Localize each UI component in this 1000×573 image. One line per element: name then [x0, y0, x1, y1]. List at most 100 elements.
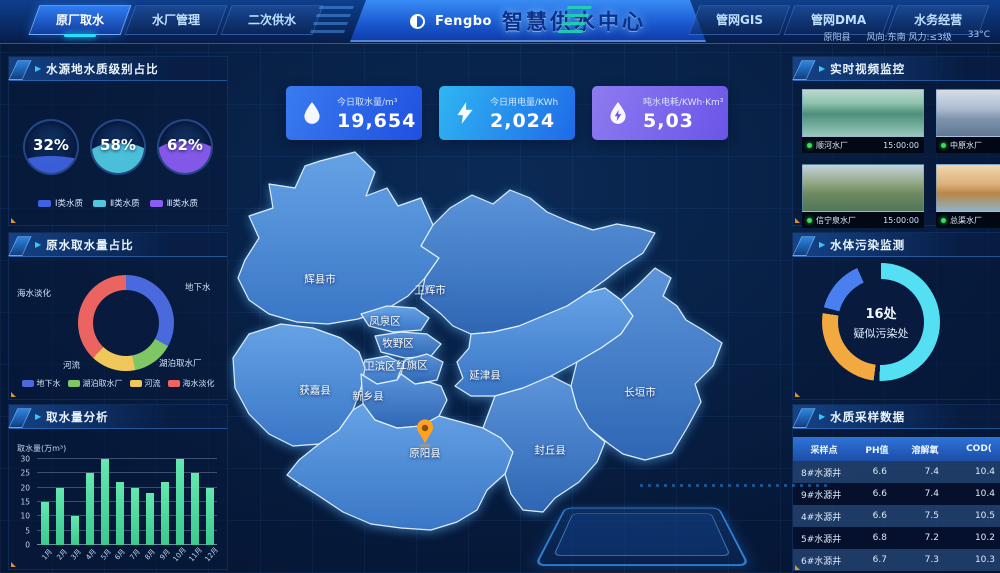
kpi-cards: 今日取水量/m³ 19,654 今日用电量/KWh 2,024 吨水电耗/KWh…: [286, 86, 728, 140]
bar: [112, 459, 127, 545]
camera-thumbnail: [936, 89, 1000, 137]
legend-label: 河流: [144, 379, 161, 388]
camera-thumbnail: [802, 89, 924, 137]
tab-pipe-dma[interactable]: 管网DMA: [789, 5, 888, 35]
bar: [97, 459, 112, 545]
tab-plant-management[interactable]: 水厂管理: [130, 5, 222, 35]
top-nav-bar: 原厂取水 水厂管理 二次供水 Fengbo 智慧供水中心 管网GIS 管网DMA…: [0, 0, 1000, 44]
sampling-table: 采样点PH值溶解氧COD(氨氮8#水源井6.67.410.40.49#水源井6.…: [793, 437, 1000, 573]
panel-title: 水源地水质级别占比: [46, 61, 159, 76]
y-axis-label: 取水量(万m³): [17, 444, 67, 453]
legend-label: 海水淡化: [182, 379, 215, 388]
bar: [142, 459, 157, 545]
camera-time: 15:00:00: [883, 215, 919, 225]
bar: [82, 459, 97, 545]
nav-left: 原厂取水 水厂管理 二次供水: [34, 5, 322, 35]
legend-swatch: [67, 380, 80, 387]
panel-water-quality: 水源地水质级别占比 32% 58% 62% Ⅰ类水质 Ⅱ类水质 Ⅲ类水质: [8, 56, 228, 226]
panel-arrow-icon: [35, 412, 41, 421]
location-pin[interactable]: [417, 419, 433, 448]
donut-callout-lake-plant: 湖泊取水厂: [159, 359, 202, 369]
legend-swatch: [149, 199, 163, 207]
panel-arrow-icon: [819, 64, 825, 73]
camera-tile[interactable]: 信宁泉水厂 15:00:00: [802, 164, 924, 228]
kpi-card-intake: 今日取水量/m³ 19,654: [286, 86, 422, 140]
donut-callout-groundwater: 地下水: [185, 283, 211, 293]
camera-tile[interactable]: 顺河水厂 15:00:00: [802, 89, 924, 153]
panel-arrow-icon: [35, 240, 41, 249]
camera-name: 顺河水厂: [816, 140, 848, 150]
weather-status-strip: 原阳县 风向:东南 风力:≤3级 33°C: [824, 30, 990, 43]
status-temperature: 33°C: [967, 30, 990, 40]
panel-title: 实时视频监控: [830, 61, 906, 76]
camera-name: 信宁泉水厂: [816, 215, 856, 225]
gauge-legend: Ⅰ类水质 Ⅱ类水质 Ⅲ类水质: [9, 197, 227, 209]
gauge-percent: 58%: [100, 135, 136, 154]
camera-thumbnail: [802, 164, 924, 212]
map-region-muye[interactable]: [374, 331, 442, 359]
pollution-count: 16处: [865, 307, 897, 322]
title-banner: Fengbo 智慧供水中心: [350, 0, 706, 42]
legend-swatch: [37, 199, 51, 207]
col-header: 溶解氧: [899, 437, 951, 461]
gauge-percent: 32%: [33, 135, 69, 154]
map-region-fengqiu[interactable]: [482, 375, 606, 513]
map-region-weihui[interactable]: [420, 189, 656, 335]
bar: [37, 459, 52, 545]
map-region-changyuan[interactable]: [570, 267, 723, 461]
donut-callout-river: 河流: [63, 361, 81, 371]
col-header: COD(: [951, 437, 1000, 461]
map-region-fengquan[interactable]: [360, 305, 430, 333]
bar: [187, 459, 202, 545]
kpi-value: 2,024: [490, 109, 556, 132]
status-district: 原阳县: [823, 33, 851, 43]
nav-right: 管网GIS 管网DMA 水务经营: [694, 5, 988, 35]
col-header: PH值: [855, 437, 899, 461]
bar: [172, 459, 187, 545]
camera-status-dot: [941, 217, 946, 223]
bar: [52, 459, 67, 545]
liquid-gauge-class3: 62%: [157, 119, 213, 175]
kpi-value: 5,03: [643, 109, 694, 132]
legend-label: Ⅰ类水质: [54, 199, 83, 209]
district-map: 辉县市 卫辉市 凤泉区 牧野区 卫滨区 红旗区 延津县 长垣市 获嘉县 新乡县 原阳县 封丘县: [225, 138, 785, 570]
water-drop-icon: [296, 97, 328, 129]
liquid-gauge-class2: 58%: [90, 119, 146, 175]
camera-time: 15:00:00: [883, 140, 919, 150]
kpi-card-energy-per-ton: 吨水电耗/KWh·Km³ 5,03: [592, 86, 728, 140]
tab-raw-water-intake[interactable]: 原厂取水: [34, 5, 126, 35]
liquid-gauge-class1: 32%: [23, 119, 79, 175]
sampling-table-wrap: 采样点PH值溶解氧COD(氨氮8#水源井6.67.410.40.49#水源井6.…: [793, 437, 1000, 573]
legend-label: Ⅲ类水质: [166, 199, 199, 209]
col-header: 采样点: [793, 437, 855, 461]
panel-title: 水质采样数据: [830, 409, 906, 424]
tab-water-business[interactable]: 水务经营: [892, 5, 984, 35]
fengbo-logo-text: Fengbo: [435, 13, 492, 29]
tab-secondary-supply[interactable]: 二次供水: [226, 5, 318, 35]
legend-swatch: [167, 380, 180, 387]
legend-label: 地下水: [36, 379, 61, 388]
x-axis-labels: 1月 2月 3月 4月 5月 6月 7月 8月 9月 10月 11月 12月: [37, 546, 220, 569]
camera-tile[interactable]: 总渠水厂15:00:00: [936, 164, 1000, 228]
intake-legend: 地下水 湖泊取水厂 河流 海水淡化: [9, 378, 227, 389]
bar: [67, 459, 82, 545]
tab-pipe-gis[interactable]: 管网GIS: [694, 5, 785, 35]
legend-label: Ⅱ类水质: [109, 199, 140, 209]
y-axis-ticks: 0 5 10 15 20 25 30: [20, 454, 30, 550]
camera-tile[interactable]: 中原水厂15:00:00: [936, 89, 1000, 153]
bar: [157, 459, 172, 545]
map-region-huixian[interactable]: [237, 151, 440, 325]
pollution-donut-chart: [822, 263, 940, 381]
legend-swatch: [21, 380, 34, 387]
dotted-line-decoration: [640, 484, 828, 487]
status-wind: 风向:东南 风力:≤3级: [866, 33, 952, 43]
camera-name: 中原水厂: [950, 140, 982, 150]
liquid-gauges: 32% 58% 62%: [9, 81, 227, 175]
panel-title: 原水取水量占比: [46, 237, 134, 252]
energy-drop-icon: [602, 97, 634, 129]
lightning-icon: [449, 97, 481, 129]
